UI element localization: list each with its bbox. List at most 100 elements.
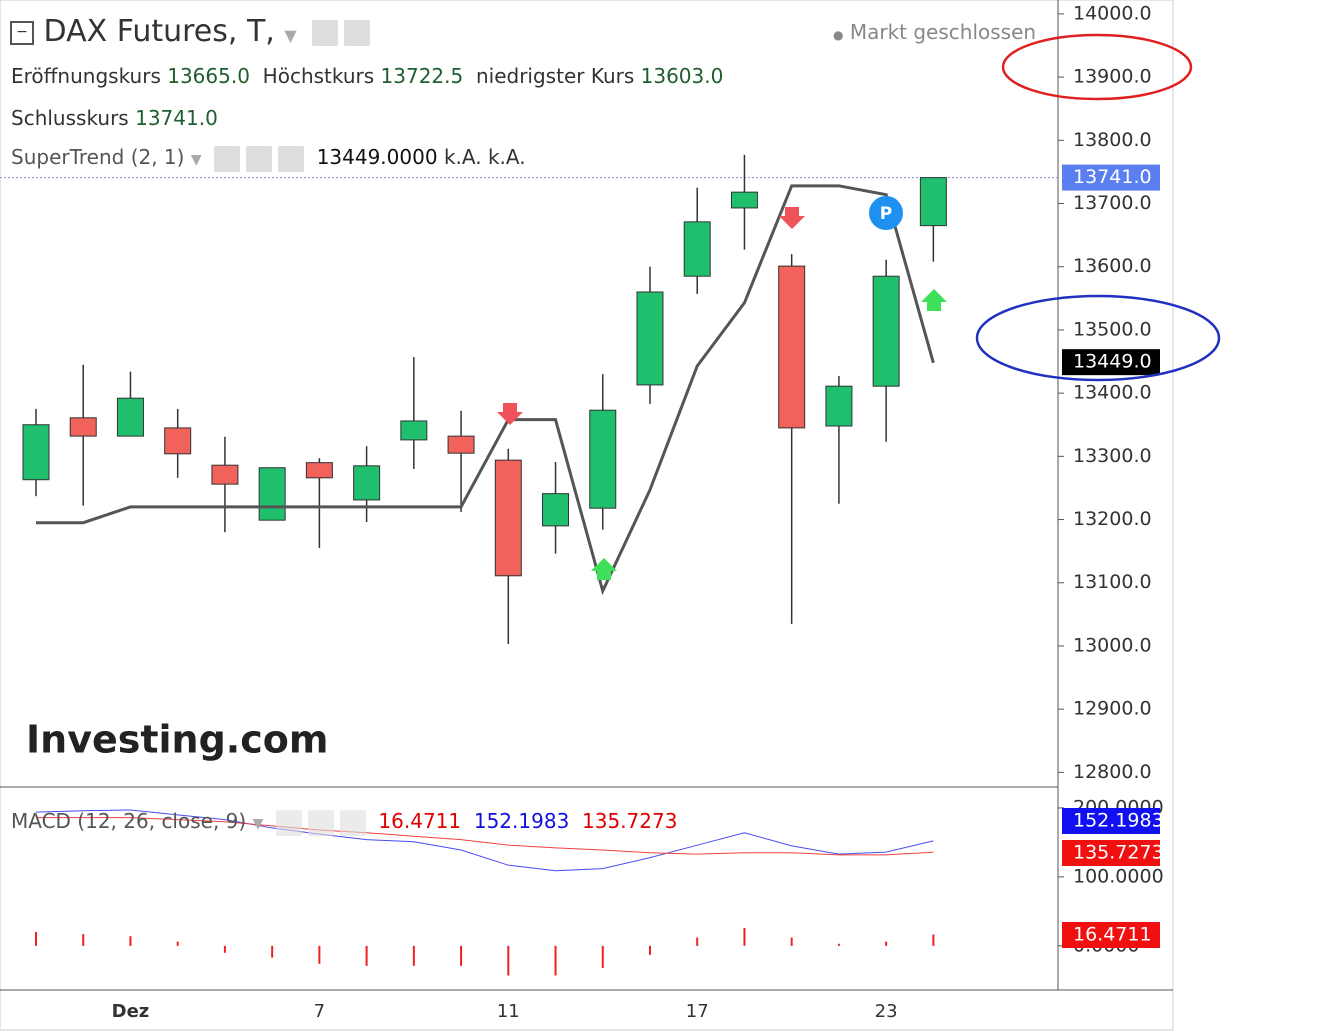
candle-body — [589, 409, 617, 509]
candle-body — [69, 417, 97, 437]
sell-arrow — [497, 403, 523, 425]
info-value: 13665.0 — [167, 64, 250, 88]
candle-body — [730, 191, 758, 209]
y-tick-label: 12900.0 — [1073, 698, 1152, 720]
close-icon[interactable] — [339, 809, 366, 836]
info-label: Eröffnungskurs — [11, 64, 161, 88]
info-label: Schlusskurs — [11, 106, 129, 130]
macd-legend: MACD (12, 26, close, 9) ▼ 16.4711 152.19… — [11, 809, 677, 836]
candle-body — [447, 435, 475, 454]
price-box-label: 16.4711 — [1073, 924, 1152, 946]
dropdown[interactable]: ▼ — [284, 26, 297, 45]
chart-title: DAX Futures, T, — [43, 14, 275, 49]
signal-value: 135.7273 — [582, 809, 678, 833]
candle-body — [542, 493, 570, 527]
candle-body — [636, 291, 664, 386]
y-tick-label: 13300.0 — [1073, 445, 1152, 467]
y-tick-label: 14000.0 — [1073, 2, 1152, 24]
info-row: Schlusskurs 13741.0 — [11, 106, 218, 130]
buy-arrow — [591, 558, 617, 580]
indicator-name: SuperTrend (2, 1) — [11, 145, 185, 169]
dropdown[interactable]: ▼ — [252, 816, 264, 832]
supertrend-line — [36, 184, 935, 596]
red-ellipse — [1001, 33, 1193, 101]
gear-icon[interactable] — [344, 19, 371, 46]
candle-body — [778, 265, 806, 429]
candle-body — [919, 177, 947, 227]
buy-arrow — [921, 289, 947, 311]
info-row: Eröffnungskurs 13665.0 Höchstkurs 13722.… — [11, 64, 723, 88]
macd-line — [35, 809, 934, 872]
y-tick-label: 13800.0 — [1073, 129, 1152, 151]
info-label: Höchstkurs — [262, 64, 375, 88]
eye-icon[interactable] — [275, 809, 302, 836]
candle-body — [22, 424, 50, 481]
dropdown[interactable]: ▼ — [190, 152, 202, 168]
y-tick-label: 13000.0 — [1073, 634, 1152, 656]
y-tick-label: 13200.0 — [1073, 508, 1152, 530]
indicator-value: 13449.0000 — [316, 145, 438, 169]
price-box-label: 135.7273 — [1073, 842, 1164, 864]
info-value: 13603.0 — [640, 64, 724, 88]
y-tick-label: 100.0000 — [1073, 865, 1164, 887]
price-box — [1062, 840, 1160, 866]
info-label: niedrigster Kurs — [475, 64, 635, 88]
candle-body — [164, 427, 192, 455]
title-row: − DAX Futures, T, ▼ — [10, 14, 371, 49]
price-box — [1062, 922, 1160, 948]
y-tick-label: 13100.0 — [1073, 571, 1152, 593]
candle-body — [211, 464, 239, 485]
close-icon[interactable] — [277, 145, 304, 172]
candle-body — [494, 459, 522, 577]
candle-body — [353, 465, 381, 501]
x-tick-label: 7 — [314, 1001, 325, 1022]
x-tick-label: 23 — [875, 1001, 898, 1022]
plot: 12800.0 12900.0 13000.0 13100.0 13200.0 13300… — [0, 2, 1164, 1022]
macd-value: 152.1983 — [473, 809, 570, 833]
collapse-button[interactable]: − — [10, 20, 34, 45]
p-marker-text: P — [880, 204, 892, 224]
gear-icon[interactable] — [307, 809, 334, 836]
price-box — [1062, 349, 1160, 376]
x-tick-label: Dez — [112, 1001, 150, 1022]
indicator-extra: k.A. — [443, 145, 482, 169]
x-tick-label: 11 — [497, 1001, 520, 1022]
macd-title: MACD (12, 26, close, 9) — [11, 809, 247, 833]
indicator-row: SuperTrend (2, 1) ▼ 13449.0000 k.A. k.A. — [11, 145, 526, 172]
macd-line — [36, 817, 934, 856]
price-box-label: 13741.0 — [1073, 166, 1152, 188]
x-tick-label: 17 — [686, 1001, 709, 1022]
status: ● Markt geschlossen — [833, 20, 1037, 44]
blue-ellipse — [975, 294, 1221, 382]
price-box-label: 13449.0 — [1073, 351, 1152, 373]
candle-body — [305, 462, 333, 479]
indicator-extra: k.A. — [487, 145, 526, 169]
y-tick-label: 13500.0 — [1073, 318, 1152, 340]
y-tick-label: 13400.0 — [1073, 382, 1152, 404]
eye-icon[interactable] — [213, 145, 240, 172]
y-tick-label: 12800.0 — [1073, 761, 1152, 783]
y-tick-label: 13900.0 — [1073, 66, 1152, 88]
frame — [0, 0, 1174, 1031]
eye-icon[interactable] — [312, 19, 339, 46]
y-tick-label: 13700.0 — [1073, 192, 1152, 214]
macd-hist-value: 16.4711 — [378, 809, 462, 833]
candle-body — [258, 467, 286, 521]
candle-body — [400, 420, 428, 441]
candle-body — [825, 385, 853, 427]
info-value: 13722.5 — [380, 64, 464, 88]
status-text: Markt geschlossen — [849, 20, 1037, 44]
sell-arrow — [779, 207, 805, 229]
y-tick-label: 13600.0 — [1073, 255, 1152, 277]
p-marker[interactable] — [869, 196, 903, 230]
gear-icon[interactable] — [245, 145, 272, 172]
candle-body — [683, 221, 711, 277]
candle-body — [116, 397, 144, 437]
logo: Investing.com — [26, 718, 328, 762]
info-value: 13741.0 — [135, 106, 218, 130]
price-box — [1062, 164, 1160, 191]
price-box — [1062, 808, 1160, 834]
candle-body — [872, 275, 900, 387]
